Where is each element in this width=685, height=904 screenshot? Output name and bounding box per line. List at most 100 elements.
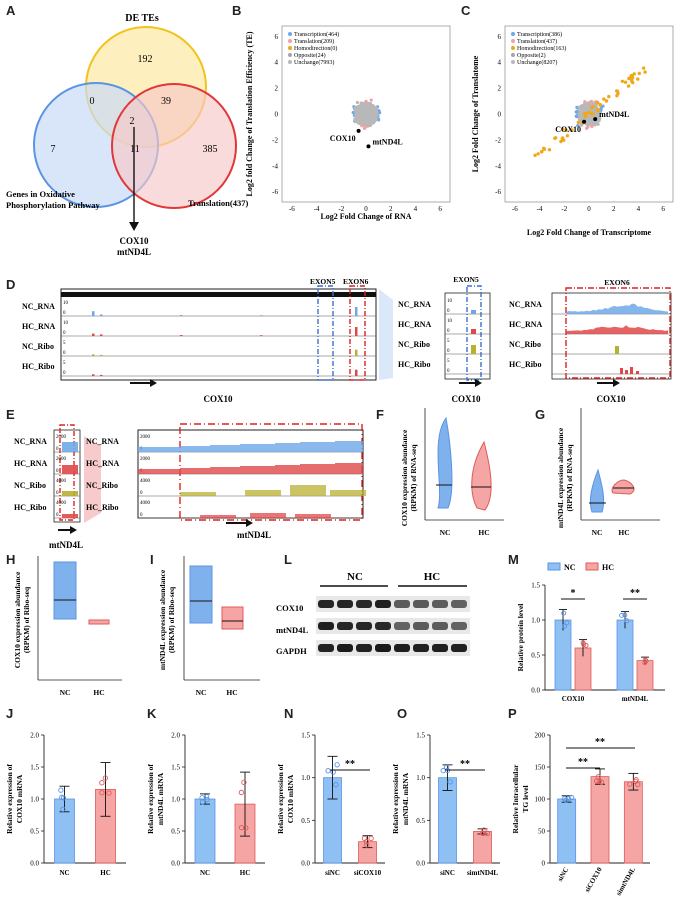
- scatter-point: [362, 121, 367, 125]
- scatter-point: [377, 109, 381, 113]
- x-tick-label: 6: [661, 205, 665, 213]
- track-zero: 0: [140, 513, 143, 518]
- y-tick-label: 2.0: [171, 732, 180, 740]
- scatter-point: [358, 107, 362, 111]
- coverage-block: [62, 442, 78, 452]
- y-tick-label: 0: [275, 111, 279, 119]
- track-zero: 0: [63, 331, 66, 336]
- y-tick-label: 0.5: [531, 652, 540, 660]
- coverage-block: [335, 463, 363, 474]
- coverage-peak: [180, 315, 183, 316]
- y-tick-label: 6: [498, 33, 502, 41]
- coverage-block: [275, 465, 300, 474]
- scatter-point: [580, 106, 585, 110]
- track-e-gene: mtND4L: [237, 530, 271, 540]
- blot-band: [356, 644, 372, 652]
- coverage-block: [245, 490, 281, 496]
- panel-c: C COX10 mtND4L Transcription(386)Translat…: [461, 3, 674, 237]
- scatter-point-homodirection: [564, 128, 568, 132]
- track-label: HC_RNA: [22, 322, 56, 331]
- x-tick-label: siCOX10: [583, 866, 604, 894]
- x-tick-label: 0: [364, 205, 368, 213]
- coverage-peak: [260, 335, 263, 336]
- track-scale: 10: [447, 319, 453, 324]
- scatter-point: [577, 112, 581, 116]
- scatter-point: [375, 106, 379, 110]
- panel-l: L NC HC COX10 mtND4L GAPDH: [276, 552, 470, 656]
- box-h-nc: [53, 561, 77, 620]
- track-zero: 0: [56, 491, 59, 496]
- scatter-point: [586, 101, 590, 105]
- scatter-c-points: COX10 mtND4L: [533, 66, 647, 157]
- venn-circle-translation: [111, 83, 237, 209]
- panel-f: F COX10 expression abundance (RPKM) of R…: [376, 407, 504, 537]
- coverage-block: [300, 442, 335, 452]
- track-e-rows: NC_RNA20000HC_RNA20000NC_Ribo40000HC_Rib…: [86, 435, 366, 519]
- track-label: HC_Ribo: [22, 362, 54, 371]
- coverage-block: [180, 492, 216, 496]
- legend-label: Transcription(464): [294, 31, 339, 38]
- coverage-peak: [471, 345, 476, 354]
- y-tick-label: -4: [495, 162, 501, 170]
- exon6-label: EXON6: [343, 277, 369, 286]
- scatter-point-homodirection: [643, 70, 647, 74]
- track-label: NC_RNA: [86, 437, 119, 446]
- scatter-c-ylabel: Log2 Fold Change of Translatome: [471, 55, 480, 172]
- violin-f-ylabel2: (RPKM) of RNA-seq: [409, 444, 418, 512]
- track-scale: 4000: [56, 479, 67, 484]
- coverage-block: [290, 485, 326, 496]
- track-zero: 0: [447, 369, 450, 374]
- y-tick-label: 2.0: [30, 732, 39, 740]
- legend-swatch: [511, 32, 515, 36]
- x-tick-label: -4: [537, 205, 543, 213]
- panel-label-l: L: [284, 552, 292, 567]
- y-tick-label: 0.0: [30, 860, 39, 868]
- scatter-b-ylabel: Log2 fold Change of Translation Efficien…: [245, 31, 254, 196]
- coverage-block: [330, 490, 366, 496]
- x-tick-label: 2: [389, 205, 393, 213]
- track-scale: 2000: [140, 435, 151, 440]
- venn-set-translation: Translation(437): [188, 198, 248, 208]
- track-zero: 0: [63, 371, 66, 376]
- western-row-cox10: COX10: [276, 603, 303, 613]
- data-point: [440, 767, 446, 774]
- box-i-cat-nc: NC: [196, 688, 207, 697]
- sig-marker: **: [630, 588, 640, 599]
- scatter-point-homodirection: [623, 80, 628, 84]
- legend-label: Opposite(2): [517, 52, 546, 59]
- track-scale: 4000: [140, 479, 151, 484]
- coverage-block: [138, 469, 180, 474]
- data-point: [598, 779, 605, 785]
- scatter-point-homodirection: [589, 105, 594, 110]
- venn-arrow-head: [129, 222, 139, 231]
- scatter-point: [575, 115, 579, 119]
- panel-label-d: D: [6, 277, 15, 292]
- coverage-peak: [100, 334, 103, 336]
- scatter-point-homodirection: [627, 76, 631, 81]
- scatter-point-homodirection: [620, 79, 625, 84]
- violin-f-nc: [437, 416, 453, 509]
- data-point: [58, 787, 64, 793]
- track-d-frame: [60, 288, 377, 381]
- scatter-point: [357, 113, 361, 117]
- coverage-peak: [180, 335, 183, 336]
- box-i-nc: [189, 565, 213, 624]
- western-group-nc: NC: [347, 571, 363, 583]
- y-tick-label: 1.0: [531, 617, 540, 625]
- blot-band: [413, 600, 429, 608]
- scatter-point: [596, 122, 600, 126]
- y-tick-label: 1.5: [30, 764, 39, 772]
- x-tick-label: siNC: [440, 869, 455, 877]
- blot-band: [375, 600, 391, 608]
- scatter-point-homodirection: [582, 111, 587, 116]
- panel-label-a: A: [6, 3, 16, 18]
- scatter-point: [351, 110, 355, 115]
- coverage-block: [180, 468, 210, 474]
- data-point: [361, 835, 368, 842]
- track-scale: 5: [63, 341, 66, 346]
- scatter-point: [353, 117, 357, 121]
- blot-strip: [316, 596, 470, 612]
- track-e-mini-gene: mtND4L: [49, 540, 83, 550]
- scatter-point-homodirection: [596, 109, 601, 113]
